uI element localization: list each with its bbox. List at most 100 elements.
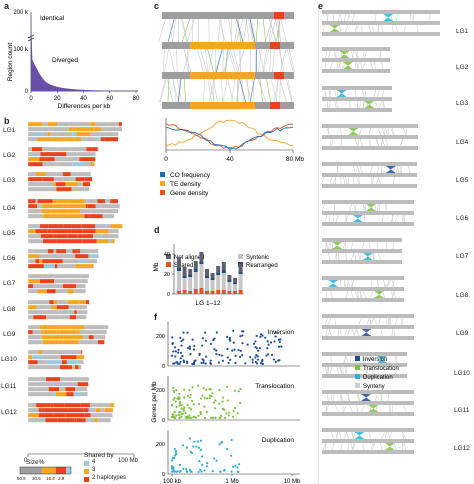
panel-a-xtick: 0 [29,96,33,102]
panel-d-xlabel: LG 1–12 [196,300,221,307]
panel-c-link [191,17,194,43]
panel-f-point [185,470,188,473]
panel-b-segment [109,234,119,239]
panel-e-synteny-link [347,328,350,337]
panel-b-segment [110,199,119,204]
panel-c-link [276,17,281,43]
panel-f-point [223,408,226,412]
panel-e-synteny-link [371,24,375,33]
panel-b-segment [81,157,96,162]
panel-c-link [285,77,293,103]
panel-f-point [202,387,205,390]
panel-b-haplotype-outline [27,417,112,423]
panel-b-segment [68,365,73,370]
panel-f-point [277,345,281,348]
panel-e-synteny-link [343,355,347,364]
panel-b-segment [77,382,89,387]
panel-c-link [259,77,263,103]
panel-e-synteny-link [388,317,391,326]
panel-b-segment [97,335,105,340]
panel-f-point [188,345,191,348]
panel-d-ytick: 40 [164,252,170,258]
panel-f-point [179,360,182,363]
panel-b-haplotype-outline [27,161,95,167]
panel-f-point [220,354,224,357]
panel-b-segment [81,377,89,382]
panel-b-segment [28,382,36,387]
panel-e-synteny-link [403,127,407,136]
panel-b-segment [85,204,88,209]
panel-b-segment [89,127,94,132]
panel-f-point [182,408,185,411]
panel-b-haplotype-outline [27,299,90,305]
panel-b-segment [28,239,43,244]
panel-e-chromosome-bar [322,249,402,253]
panel-b-segment [78,365,82,370]
panel-d-bar-segment [205,276,209,278]
panel-f-point [181,355,184,358]
panel-b-segment [104,408,114,413]
panel-f-point [211,470,214,473]
panel-b-segment [47,382,53,387]
panel-b-haplotype-outline [27,176,93,182]
panel-e-synteny-link [382,100,385,109]
panel-f-point [188,437,191,440]
panel-b-segment [90,122,96,127]
panel-b-row-label-4: LG4 [3,205,16,212]
panel-b-segment [28,284,34,289]
panel-e-rearrangements: Inversion Translocation Duplication Synt… [318,8,440,484]
panel-e-synteny-link [324,317,328,326]
panel-e-synteny-link [402,431,406,440]
panel-c-link [227,47,236,73]
panel-e-rearrangement [361,329,372,336]
panel-e-synteny-link [362,89,365,98]
panel-f-point [241,342,244,345]
panel-label-e: e [318,1,324,11]
panel-f-point [213,407,217,410]
panel-f-point [218,470,222,473]
panel-b-segment [100,137,105,142]
panel-b-segment [32,147,43,152]
panel-f-point [180,407,183,410]
panel-b-segment [28,340,43,345]
panel-d-bar-segment [227,280,232,282]
panel-f-point [192,362,195,366]
panel-b-segment [52,382,68,387]
panel-b-haplotype-outline [27,181,91,187]
panel-e-synteny-link [326,127,330,136]
panel-b-segment [42,239,57,244]
panel-b-segment [77,172,91,177]
panel-e-rearrangement [384,443,395,450]
panel-b-segment [48,284,63,289]
panel-b-segment [69,325,75,330]
panel-e-synteny-link [329,89,331,98]
panel-b-segment [51,229,67,234]
panel-c-link [278,47,285,73]
panel-f-point [178,463,182,467]
panel-c-shared-region [270,42,280,49]
panel-f-point [171,336,174,339]
panel-f-point [182,338,185,341]
panel-d-bar-segment [227,275,232,280]
panel-c-link [287,77,293,103]
panel-b-haplotype-outline [27,334,105,340]
panel-b-segment [98,413,110,418]
panel-b-segment [28,355,33,360]
panel-f-point [200,470,203,473]
panel-f-point [179,336,182,339]
panel-d-bar-segment [188,277,193,291]
panel-b-segment [76,259,80,264]
panel-f-point [170,354,174,357]
panel-b-segment [67,274,82,279]
panel-b-haplotype-outline [27,314,87,320]
panel-d-bar-segment [193,261,198,269]
panel-e-chromosome-bar [322,450,414,454]
panel-d-bar-segment [227,291,232,294]
panel-e-synteny-link [337,89,339,98]
panel-b-segment [28,137,38,142]
panel-e-synteny-link [404,24,406,33]
panel-b-segment [74,325,85,330]
panel-f-point [178,404,181,407]
panel-f-point [232,409,235,413]
panel-f-point [181,444,185,447]
